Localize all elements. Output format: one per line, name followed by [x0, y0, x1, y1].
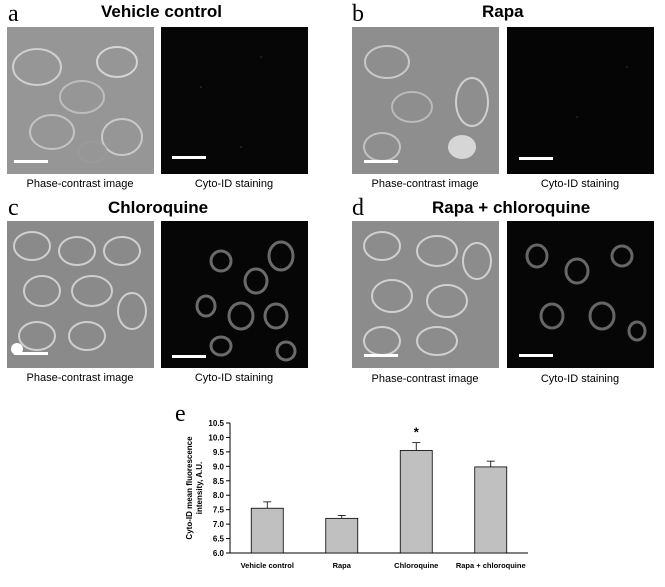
y-tick-label: 8.0 [213, 491, 225, 500]
x-tick-label: Chloroquine [394, 561, 438, 570]
bar [325, 517, 359, 554]
panel-a-right-caption: Cyto-ID staining [194, 178, 274, 190]
panel-c-phase-scale-bar [14, 352, 48, 355]
x-tick-label: Vehicle control [241, 561, 294, 570]
x-tick-label: Rapa [333, 561, 352, 570]
panel-a-title: Vehicle control [101, 2, 222, 21]
panel-d-title: Rapa + chloroquine [432, 198, 591, 217]
panel-d-left-caption: Phase-contrast image [371, 373, 479, 385]
bar [474, 466, 508, 554]
panel-c-cyto-id-image [161, 221, 308, 368]
panel-b-cyto-scale-bar [519, 157, 553, 160]
panel-b-right-caption: Cyto-ID staining [540, 178, 620, 190]
significance-marker: * [414, 425, 420, 440]
panel-c-right-caption: Cyto-ID staining [194, 372, 274, 384]
panel-b-left-caption: Phase-contrast image [371, 178, 479, 190]
y-axis-label: Cyto-ID mean fluorescenceintensity, A.U. [185, 436, 204, 540]
panel-a-cyto-id-image [161, 27, 308, 174]
panel-b-phase-contrast-image [352, 27, 499, 174]
panel-d-cyto-id-image [507, 221, 654, 368]
panel-c-letter: c [8, 195, 19, 221]
x-tick-label: Rapa + chloroquine [456, 561, 526, 570]
bar-chart: 6.0 6.5 7.0 7.5 8.0 8.5 9.0 9.5 10.0 10.5 Cyto-ID … [158, 400, 528, 582]
panel-d-letter: d [352, 195, 364, 221]
y-tick-label: 8.5 [213, 477, 225, 486]
panel-c-title: Chloroquine [108, 198, 209, 217]
panel-d-cyto-scale-bar [519, 354, 553, 357]
panel-b-cyto-id-image [507, 27, 654, 174]
panel-a-phase-contrast-image [7, 27, 154, 174]
panel-c-phase-contrast-image [7, 221, 154, 368]
y-tick-label: 6.5 [213, 535, 225, 544]
panel-a-left-caption: Phase-contrast image [26, 178, 134, 190]
y-tick-label: 7.5 [213, 506, 225, 515]
bar [399, 450, 433, 554]
panel-a-phase-scale-bar [14, 160, 48, 163]
panel-d-phase-contrast-image [352, 221, 499, 368]
y-tick-label: 9.5 [213, 448, 225, 457]
panel-a-letter: a [8, 1, 19, 27]
y-tick-label: 6.0 [213, 549, 225, 558]
panel-b-letter: b [352, 1, 364, 27]
panel-b-title: Rapa [482, 2, 524, 21]
panel-e-letter: e [175, 401, 186, 427]
bar-chart-svg: 6.0 6.5 7.0 7.5 8.0 8.5 9.0 9.5 10.0 10.5 Cyto-ID … [185, 419, 528, 570]
panel-d-phase-scale-bar [364, 354, 398, 357]
panel-c-cyto-scale-bar [172, 355, 206, 358]
y-tick-label: 10.0 [208, 433, 224, 442]
bar [250, 507, 284, 554]
panel-b-phase-scale-bar [364, 160, 398, 163]
y-tick-label: 7.0 [213, 520, 225, 529]
panel-c-left-caption: Phase-contrast image [26, 372, 134, 384]
y-tick-label: 9.0 [213, 462, 225, 471]
panel-d-right-caption: Cyto-ID staining [540, 373, 620, 385]
panel-a-cyto-scale-bar [172, 156, 206, 159]
y-tick-label: 10.5 [208, 419, 224, 428]
